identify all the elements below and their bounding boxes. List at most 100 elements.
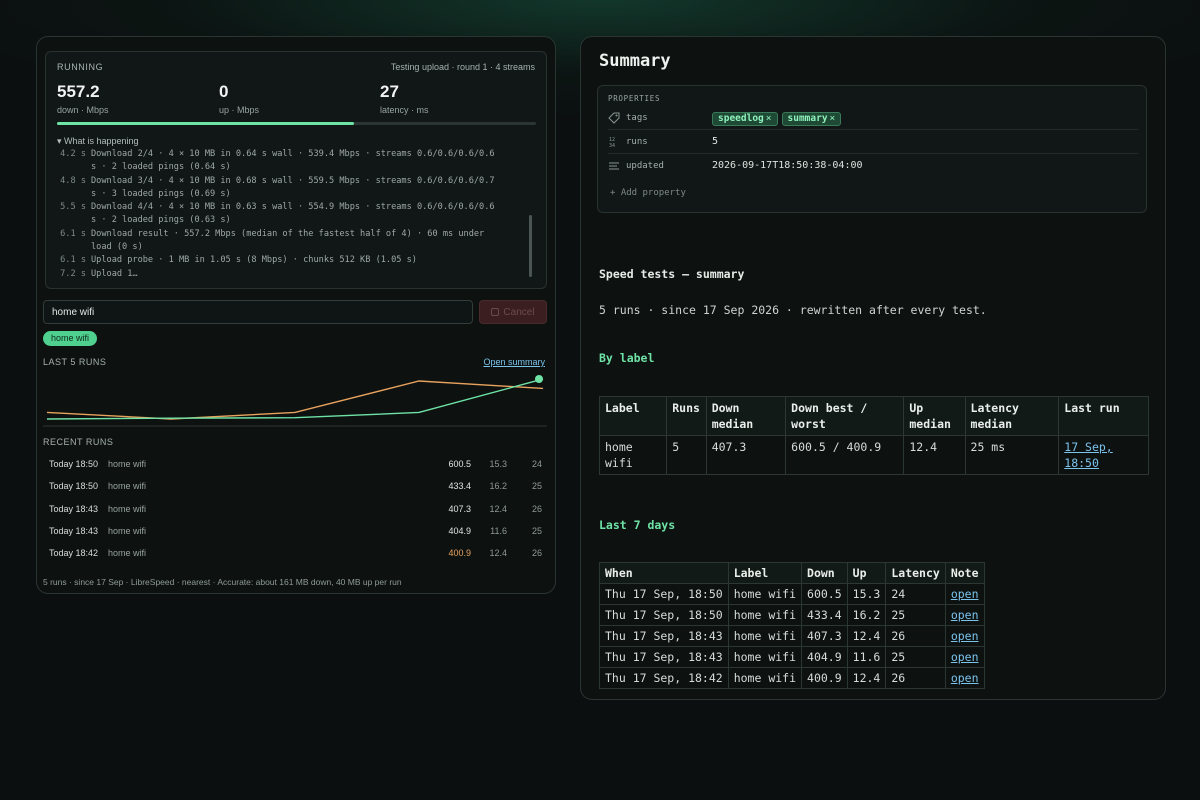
last7-cell-up: 16.2 — [846, 604, 887, 626]
log-scrollbar[interactable] — [529, 215, 532, 277]
running-status: Testing upload · round 1 · 4 streams — [390, 62, 535, 72]
log-time — [57, 188, 91, 201]
by-label-column-header: Label — [598, 396, 668, 436]
recent-run-up: 16.2 — [489, 481, 507, 492]
last7-cell-down: 433.4 — [801, 604, 848, 626]
log-line: 4.2 s Download 2/4 · 4 × 10 MB in 0.64 s … — [57, 148, 532, 161]
log-text: Download 3/4 · 4 × 10 MB in 0.68 s wall … — [91, 175, 495, 186]
last-7-days-table: When Label Down Up Latency Note Thu 17 Sep, 18… — [599, 562, 985, 689]
open-summary-link[interactable]: Open summary — [483, 357, 545, 367]
by-label-cell-down-median: 407.3 — [705, 435, 787, 475]
recent-run-label: home wifi — [108, 459, 147, 469]
sparkline-down-series — [46, 378, 544, 420]
tag-icon — [608, 112, 620, 124]
log-time: 6.1 s — [60, 255, 86, 266]
last7-cell-label: home wifi — [727, 583, 803, 605]
sparkline-last-point — [535, 375, 543, 383]
recent-run-row[interactable]: Today 18:43 home wifi 407.3 12.4 26 — [43, 498, 547, 520]
open-note-link[interactable]: open — [950, 650, 979, 664]
property-runs[interactable]: 12 34 runs 5 — [608, 132, 1138, 154]
log-text: s · 2 loaded pings (0.63 s) — [91, 215, 231, 226]
last-runs-label: LAST 5 RUNS — [43, 357, 107, 367]
by-label-cell-label: home wifi — [598, 435, 668, 475]
last7-cell-down: 404.9 — [801, 646, 848, 668]
last7-cell-note: open — [944, 667, 985, 689]
tag-chip[interactable]: speedlog × — [712, 112, 778, 126]
log-time — [57, 214, 91, 227]
summary-panel: Summary PROPERTIES tags speedlog × summary… — [580, 36, 1166, 700]
progress-fill — [57, 122, 354, 125]
plus-icon: + — [610, 188, 621, 198]
running-label: RUNNING — [57, 62, 104, 72]
log-line: load (0 s) — [57, 241, 532, 254]
recent-run-row[interactable]: Today 18:42 home wifi 400.9 12.4 26 — [43, 542, 547, 564]
log-text: load (0 s) — [91, 242, 143, 253]
recent-run-down: 404.9 — [448, 525, 471, 536]
recent-run-row[interactable]: Today 18:50 home wifi 433.4 16.2 25 — [43, 475, 547, 497]
by-label-heading: By label — [599, 351, 655, 365]
metric-upload: 0 up · Mbps — [219, 82, 259, 115]
recent-run-up: 11.6 — [490, 525, 507, 536]
log-line: s · 2 loaded pings (0.64 s) — [57, 161, 532, 174]
log-line: s · 2 loaded pings (0.63 s) — [57, 214, 532, 227]
log-time — [57, 161, 91, 174]
log-line: 5.5 s Download 4/4 · 4 × 10 MB in 0.63 s … — [57, 201, 532, 214]
by-label-table: Label Runs Down median Down best / worst Up … — [598, 396, 1149, 475]
doc-heading: Speed tests — summary — [599, 267, 745, 281]
property-key-tags: tags — [626, 113, 648, 123]
by-label-cell-up-median: 12.4 — [903, 435, 966, 475]
add-property-button[interactable]: + Add property — [610, 188, 686, 198]
recent-runs-list: Today 18:50 home wifi 600.5 15.3 24 Today 18:… — [43, 453, 547, 564]
recent-runs-label: RECENT RUNS — [43, 437, 114, 447]
property-updated[interactable]: updated 2026-09-17T18:50:38-04:00 — [608, 156, 1138, 178]
recent-run-row[interactable]: Today 18:50 home wifi 600.5 15.3 24 — [43, 453, 547, 475]
log-line: s · 3 loaded pings (0.69 s) — [57, 188, 532, 201]
last-run-link[interactable]: 17 Sep, 18:50 — [1064, 440, 1113, 470]
metric-upload-value: 0 — [219, 82, 229, 101]
by-label-cell-runs: 5 — [666, 435, 707, 475]
last7-cell-down: 407.3 — [801, 625, 848, 647]
event-log[interactable]: 4.2 s Download 2/4 · 4 × 10 MB in 0.64 s … — [57, 148, 532, 278]
metric-latency-value: 27 — [380, 82, 399, 101]
property-key-runs: runs — [626, 137, 648, 147]
close-icon[interactable]: × — [765, 113, 772, 124]
open-note-link[interactable]: open — [950, 608, 979, 622]
running-card: RUNNING Testing upload · round 1 · 4 str… — [45, 51, 547, 289]
sparkline-chart — [43, 375, 547, 427]
last7-cell-down: 600.5 — [801, 583, 848, 605]
metric-download-value: 557.2 — [57, 82, 100, 101]
log-text: s · 3 loaded pings (0.69 s) — [91, 188, 231, 199]
recent-run-down: 400.9 — [448, 548, 471, 559]
recent-run-latency: 26 — [531, 503, 542, 514]
by-label-column-header: Latency median — [964, 396, 1060, 436]
recent-run-when: Today 18:50 — [49, 459, 99, 469]
recent-run-down: 407.3 — [448, 503, 471, 514]
open-note-link[interactable]: open — [950, 629, 979, 643]
recent-run-latency: 25 — [531, 481, 542, 492]
by-label-column-header: Last run — [1058, 396, 1149, 436]
cancel-button[interactable]: Cancel — [479, 300, 547, 324]
recent-run-up: 12.4 — [489, 503, 507, 514]
sparkline-up-series — [46, 380, 544, 420]
last7-row: Thu 17 Sep, 18:43 home wifi 404.9 11.6 25 ope… — [599, 646, 985, 668]
log-text: s · 2 loaded pings (0.64 s) — [91, 162, 231, 173]
label-chip[interactable]: home wifi — [43, 331, 98, 346]
open-note-link[interactable]: open — [950, 587, 979, 601]
log-text: Upload probe · 1 MB in 1.05 s (8 Mbps) ·… — [91, 255, 417, 266]
tag-chip[interactable]: summary × — [781, 112, 842, 126]
close-icon[interactable]: × — [829, 113, 836, 124]
by-label-column-header: Down median — [705, 396, 787, 436]
by-label-cell-last-run: 17 Sep, 18:50 — [1058, 435, 1149, 475]
recent-run-label: home wifi — [108, 481, 147, 492]
label-input[interactable] — [43, 300, 473, 324]
recent-run-row[interactable]: Today 18:43 home wifi 404.9 11.6 25 — [43, 520, 547, 542]
by-label-header-row: Label Runs Down median Down best / worst Up … — [598, 396, 1149, 436]
by-label-row: home wifi 5 407.3 600.5 / 400.9 12.4 25 ms 17 … — [598, 435, 1149, 475]
by-label-column-header: Down best / worst — [785, 396, 905, 436]
what-is-happening-toggle[interactable]: ▾ What is happening — [57, 136, 139, 146]
open-note-link[interactable]: open — [950, 671, 979, 685]
property-tags[interactable]: tags speedlog × summary × — [608, 108, 1138, 130]
by-label-column-header: Up median — [903, 396, 966, 436]
last7-cell-when: Thu 17 Sep, 18:43 — [599, 625, 729, 647]
doc-intro: 5 runs · since 17 Sep 2026 · rewritten a… — [599, 303, 987, 317]
